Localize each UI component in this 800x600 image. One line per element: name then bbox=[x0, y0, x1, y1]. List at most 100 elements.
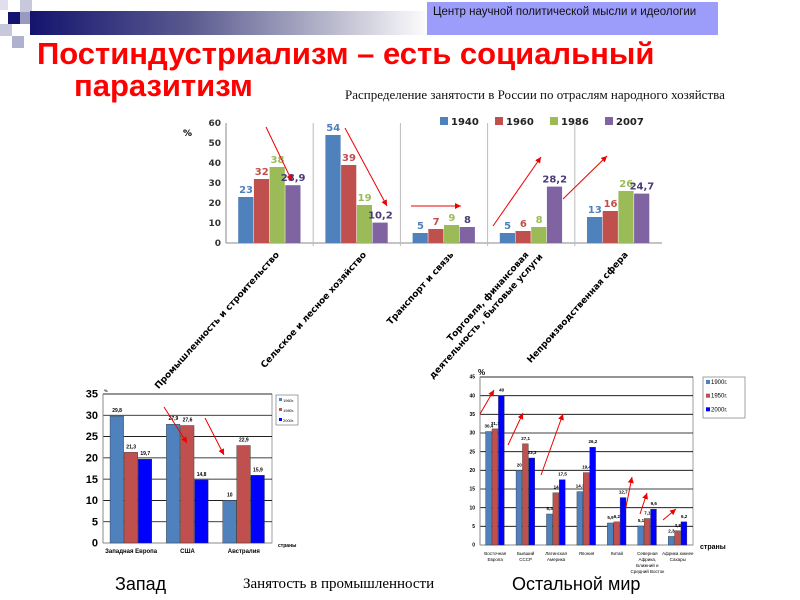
bar-2007 bbox=[634, 193, 650, 243]
trend-arrow bbox=[344, 127, 388, 207]
data-label: 28,9 bbox=[281, 173, 306, 184]
data-label: 9,6 bbox=[651, 501, 658, 506]
data-label: 5,1 bbox=[638, 518, 645, 523]
trend-arrow bbox=[265, 126, 293, 182]
x-axis-label: страны bbox=[278, 543, 296, 549]
data-label: 5,9 bbox=[607, 515, 614, 520]
decor-square bbox=[20, 12, 32, 24]
bar-1986 bbox=[531, 227, 547, 243]
data-label: 24,7 bbox=[630, 182, 655, 193]
category-label: Япония bbox=[579, 551, 595, 556]
data-label: 27,9 bbox=[169, 416, 179, 422]
y-tick-label: 0 bbox=[472, 543, 475, 549]
trend-arrow bbox=[507, 412, 524, 446]
bar-1950г. bbox=[674, 530, 681, 546]
category-label: Сельское и лесное хозяйство bbox=[259, 250, 369, 370]
y-tick-label: 0 bbox=[215, 239, 221, 249]
y-tick-label: 25 bbox=[86, 431, 98, 443]
caption-rest: Остальной мир bbox=[512, 574, 641, 594]
category-label: Непроизводственная сфера bbox=[526, 250, 631, 365]
y-tick-label: 10 bbox=[208, 219, 221, 229]
org-label-box: Центр научной политической мысли и идеол… bbox=[427, 2, 718, 35]
bar-1960г. bbox=[222, 500, 237, 544]
data-label: 31,1 bbox=[491, 421, 500, 426]
y-tick-label: 25 bbox=[469, 449, 475, 455]
bar-1900г. bbox=[607, 522, 614, 546]
data-label: 27,1 bbox=[521, 436, 530, 441]
y-tick-label: 60 bbox=[208, 119, 221, 129]
data-label: 29,8 bbox=[112, 408, 122, 414]
decor-square bbox=[12, 36, 24, 48]
y-tick-label: 10 bbox=[469, 505, 475, 511]
bar-2000г. bbox=[589, 446, 596, 546]
data-label: 3,8 bbox=[675, 523, 682, 528]
bar-2007 bbox=[546, 186, 563, 243]
legend-label: 1960г. bbox=[283, 398, 294, 403]
bar-1950г. bbox=[643, 518, 651, 546]
legend-label: 2000г. bbox=[711, 407, 728, 413]
category-label: Бывший bbox=[517, 550, 535, 556]
legend-label: 1950г. bbox=[711, 394, 728, 400]
legend-label: 2007 bbox=[616, 117, 644, 128]
bar-1940 bbox=[587, 217, 603, 243]
data-label: 14,3 bbox=[576, 484, 585, 489]
bar-2000г. bbox=[559, 479, 566, 546]
category-label: Африка южнее bbox=[662, 551, 694, 556]
legend-swatch bbox=[706, 380, 710, 384]
data-label: 8 bbox=[464, 215, 471, 226]
data-label: 27,6 bbox=[183, 418, 193, 424]
category-label: СССР bbox=[519, 557, 532, 562]
bar-1940 bbox=[238, 197, 254, 243]
bar-1950г. bbox=[522, 443, 529, 546]
y-tick-label: 15 bbox=[86, 474, 98, 486]
bar-1940 bbox=[412, 233, 428, 243]
bar-1900г. bbox=[546, 513, 553, 546]
decor-square bbox=[0, 24, 12, 36]
category-label: Торговля, финансовая bbox=[446, 250, 532, 344]
trend-arrow bbox=[625, 476, 634, 508]
y-tick-label: 5 bbox=[472, 524, 475, 530]
category-label: Сахары bbox=[670, 557, 686, 562]
decor-square bbox=[20, 0, 32, 12]
data-label: 39 bbox=[342, 153, 356, 164]
data-label: 22,9 bbox=[239, 438, 249, 444]
y-tick-label: 30 bbox=[469, 431, 475, 437]
main-chart-title: Распределение занятости в России по отра… bbox=[345, 87, 725, 102]
legend-label: 1980г. bbox=[283, 408, 294, 413]
data-label: 19 bbox=[358, 193, 372, 204]
data-label: 20 bbox=[517, 462, 523, 467]
data-label: 14 bbox=[554, 485, 560, 490]
bar-2007 bbox=[372, 222, 388, 243]
category-label: деятельность , бытовые услуги bbox=[427, 252, 545, 382]
category-label: Средний Восток bbox=[630, 568, 664, 574]
org-label: Центр научной политической мысли и идеол… bbox=[433, 6, 697, 18]
trend-arrow bbox=[540, 413, 564, 476]
y-tick-label: 20 bbox=[86, 453, 98, 465]
bar-1980г. bbox=[180, 425, 195, 544]
decor-square bbox=[0, 0, 8, 10]
bar-1960 bbox=[602, 211, 618, 243]
header-gradient-bar bbox=[30, 11, 430, 35]
bar-1900г. bbox=[485, 431, 492, 546]
bar-1950г. bbox=[613, 521, 620, 546]
y-tick-label: 35 bbox=[86, 389, 98, 401]
data-label: 54 bbox=[326, 123, 340, 134]
slide-title-line2: паразитизм bbox=[74, 68, 253, 103]
bar-1986 bbox=[269, 167, 285, 243]
y-tick-label: 40 bbox=[469, 393, 475, 399]
legend-box bbox=[275, 394, 299, 426]
bar-1950г. bbox=[583, 472, 590, 546]
legend-swatch bbox=[279, 408, 282, 411]
caption-industry: Занятость в промышленности bbox=[243, 576, 435, 592]
bar-1986 bbox=[444, 225, 460, 243]
bar-1980г. bbox=[236, 445, 251, 544]
legend-label: 1900г. bbox=[711, 380, 728, 386]
legend-label: 2000г. bbox=[283, 418, 294, 423]
data-label: 2,3 bbox=[668, 528, 675, 533]
bar-2000г. bbox=[194, 479, 209, 544]
data-label: 7 bbox=[433, 217, 440, 228]
bar-2000г. bbox=[138, 458, 152, 544]
x-axis-label: страны bbox=[700, 544, 726, 551]
bar-1900г. bbox=[576, 491, 584, 546]
